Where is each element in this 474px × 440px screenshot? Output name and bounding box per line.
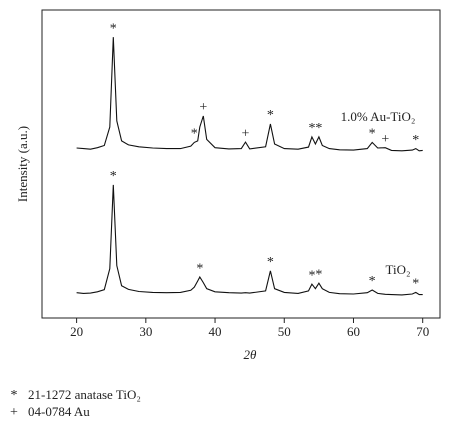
- peak-marker: *: [191, 127, 198, 142]
- legend-label: 21-1272 anatase TiO₂: [28, 387, 141, 402]
- peak-marker: *: [369, 127, 376, 142]
- series-label: TiO₂: [385, 262, 410, 277]
- peak-marker: *: [315, 267, 322, 282]
- peak-marker: *: [412, 133, 419, 148]
- x-axis-label: 2θ: [244, 347, 258, 362]
- x-tick-label: 40: [209, 324, 222, 339]
- y-axis-label: Intensity (a.u.): [15, 126, 30, 202]
- legend-symbol: +: [10, 405, 18, 420]
- peak-marker: *: [110, 169, 117, 184]
- peak-marker: *: [308, 121, 315, 136]
- peak-marker: *: [308, 268, 315, 283]
- plot-frame: [41, 9, 441, 319]
- x-tick-label: 60: [347, 324, 360, 339]
- peak-marker: *: [267, 255, 274, 270]
- series-line: [76, 184, 423, 296]
- peak-marker: *: [196, 261, 203, 276]
- peak-marker: *: [412, 277, 419, 292]
- legend-label: 04-0784 Au: [28, 404, 90, 419]
- x-tick-label: 30: [139, 324, 152, 339]
- peak-marker: *: [369, 274, 376, 289]
- x-tick-label: 50: [278, 324, 291, 339]
- peak-marker: +: [242, 126, 250, 141]
- series-line: [76, 37, 423, 152]
- peak-marker: +: [381, 132, 389, 147]
- x-tick-label: 20: [70, 324, 83, 339]
- peak-marker: *: [110, 21, 117, 36]
- series-label: 1.0% Au-TiO₂: [341, 109, 416, 124]
- peak-marker: +: [199, 100, 207, 115]
- x-tick-label: 70: [416, 324, 429, 339]
- peak-marker: *: [315, 121, 322, 136]
- peak-marker: *: [267, 108, 274, 123]
- legend-symbol: *: [11, 388, 18, 403]
